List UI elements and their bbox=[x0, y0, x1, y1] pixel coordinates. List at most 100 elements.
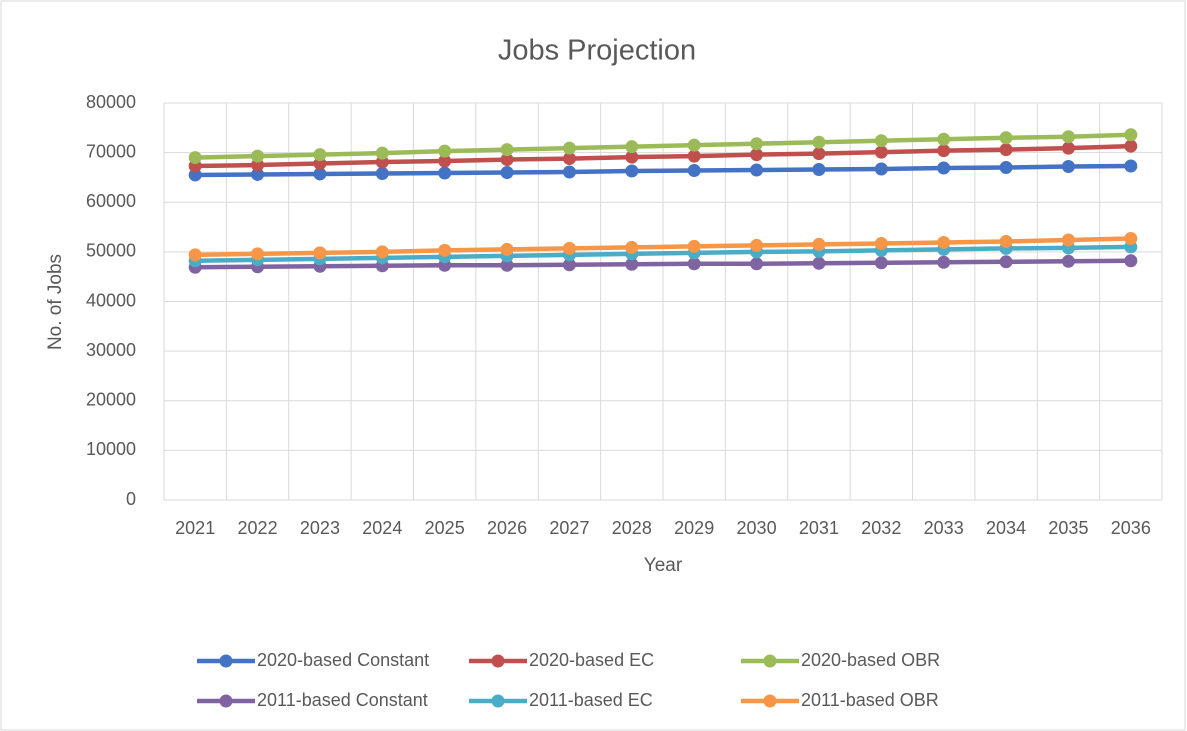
legend-label: 2020-based EC bbox=[529, 650, 654, 670]
x-tick-label: 2026 bbox=[487, 518, 527, 538]
point bbox=[1124, 231, 1138, 245]
point bbox=[313, 167, 327, 181]
point bbox=[1061, 160, 1075, 174]
point bbox=[375, 146, 389, 160]
point bbox=[375, 166, 389, 180]
legend-label: 2011-based OBR bbox=[801, 690, 939, 710]
legend-marker bbox=[491, 654, 505, 668]
point bbox=[1124, 254, 1138, 268]
point bbox=[375, 155, 389, 169]
legend-marker bbox=[763, 694, 777, 708]
series-line bbox=[195, 163, 1131, 178]
x-tick-label: 2028 bbox=[612, 518, 652, 538]
point bbox=[999, 255, 1013, 269]
point bbox=[750, 148, 764, 162]
point bbox=[1124, 139, 1138, 153]
series-line bbox=[195, 132, 1131, 160]
point bbox=[874, 256, 888, 270]
point bbox=[1124, 128, 1138, 142]
point bbox=[500, 258, 514, 272]
legend-label: 2011-based EC bbox=[529, 690, 653, 710]
x-tick-label: 2030 bbox=[737, 518, 777, 538]
point bbox=[313, 148, 327, 162]
y-tick-label: 50000 bbox=[86, 241, 136, 261]
point bbox=[999, 234, 1013, 248]
series-line bbox=[195, 244, 1131, 264]
x-tick-label: 2025 bbox=[425, 518, 465, 538]
legend-label: 2020-based OBR bbox=[801, 650, 940, 670]
point bbox=[812, 256, 826, 270]
legend-marker bbox=[491, 694, 505, 708]
point bbox=[625, 257, 639, 271]
point bbox=[1061, 130, 1075, 144]
y-tick-label: 70000 bbox=[86, 141, 136, 161]
point bbox=[1061, 141, 1075, 155]
point bbox=[500, 165, 514, 179]
series-line bbox=[195, 143, 1131, 169]
x-tick-label: 2021 bbox=[175, 518, 215, 538]
point bbox=[874, 145, 888, 159]
x-tick-label: 2035 bbox=[1048, 518, 1088, 538]
x-tick-label: 2022 bbox=[238, 518, 278, 538]
point bbox=[313, 246, 327, 260]
point bbox=[874, 162, 888, 176]
x-tick-label: 2036 bbox=[1111, 518, 1151, 538]
y-tick-label: 60000 bbox=[86, 191, 136, 211]
point bbox=[687, 257, 701, 271]
point bbox=[812, 237, 826, 251]
point bbox=[1061, 233, 1075, 247]
point bbox=[625, 150, 639, 164]
chart-title: Jobs Projection bbox=[498, 35, 696, 67]
point bbox=[687, 239, 701, 253]
point bbox=[625, 164, 639, 178]
point bbox=[438, 166, 452, 180]
point bbox=[812, 147, 826, 161]
legend-marker bbox=[219, 654, 233, 668]
point bbox=[874, 134, 888, 148]
x-tick-label: 2033 bbox=[924, 518, 964, 538]
point bbox=[251, 158, 265, 172]
y-axis-title: No. of Jobs bbox=[45, 254, 66, 350]
point bbox=[750, 137, 764, 151]
point bbox=[874, 236, 888, 250]
point bbox=[1061, 254, 1075, 268]
point bbox=[750, 238, 764, 252]
point bbox=[937, 235, 951, 249]
point bbox=[1124, 159, 1138, 173]
point bbox=[500, 143, 514, 157]
point bbox=[188, 151, 202, 165]
x-tick-label: 2024 bbox=[362, 518, 402, 538]
point bbox=[999, 161, 1013, 175]
series-line bbox=[195, 236, 1131, 258]
point bbox=[750, 257, 764, 271]
point bbox=[251, 149, 265, 163]
y-tick-label: 30000 bbox=[86, 340, 136, 360]
legend-label: 2020-based Constant bbox=[257, 650, 429, 670]
point bbox=[188, 168, 202, 182]
point bbox=[562, 152, 576, 166]
x-tick-label: 2034 bbox=[986, 518, 1026, 538]
point bbox=[937, 161, 951, 175]
point bbox=[251, 247, 265, 261]
point bbox=[812, 135, 826, 149]
y-tick-label: 40000 bbox=[86, 290, 136, 310]
y-tick-label: 80000 bbox=[86, 92, 136, 112]
point bbox=[313, 157, 327, 171]
point bbox=[251, 167, 265, 181]
point bbox=[562, 258, 576, 272]
x-tick-label: 2031 bbox=[799, 518, 839, 538]
point bbox=[750, 163, 764, 177]
point bbox=[562, 241, 576, 255]
point bbox=[812, 162, 826, 176]
point bbox=[687, 138, 701, 152]
point bbox=[937, 255, 951, 269]
point bbox=[188, 248, 202, 262]
x-axis-title: Year bbox=[644, 555, 683, 576]
point bbox=[687, 163, 701, 177]
point bbox=[937, 132, 951, 146]
point bbox=[999, 143, 1013, 157]
y-tick-label: 10000 bbox=[86, 439, 136, 459]
